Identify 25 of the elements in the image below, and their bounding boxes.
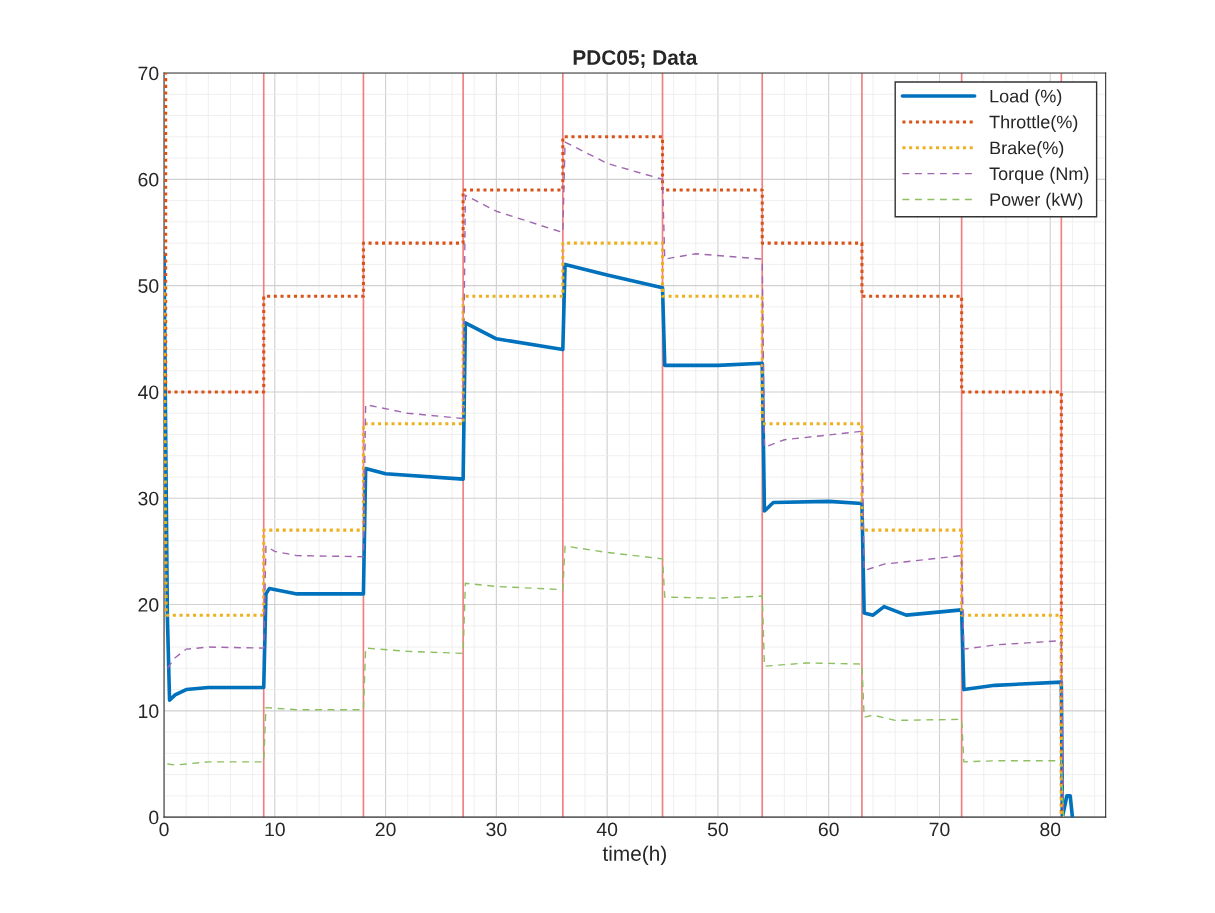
- x-tick-label: 0: [159, 822, 169, 837]
- x-axis-title: time(h): [602, 845, 666, 866]
- legend-label: Load (%): [990, 89, 1062, 107]
- y-tick-label: 50: [138, 279, 159, 293]
- y-tick-label: 0: [149, 810, 159, 825]
- x-tick-label: 70: [929, 822, 950, 837]
- y-tick-label: 70: [138, 66, 159, 81]
- legend-label: Throttle(%): [989, 115, 1078, 132]
- line-series: [166, 545, 1065, 818]
- legend-label: Torque (Nm): [989, 166, 1089, 184]
- x-tick-label: 30: [486, 822, 507, 837]
- x-tick-label: 50: [707, 822, 728, 837]
- x-tick-label: 40: [596, 822, 618, 837]
- x-tick-label: 60: [818, 822, 839, 837]
- y-tick-label: 10: [139, 704, 159, 719]
- y-tick-label: 60: [138, 172, 159, 187]
- x-tick-label: 10: [265, 822, 285, 837]
- legend-label: Power (kW): [990, 192, 1083, 210]
- chart-title: PDC05; Data: [573, 50, 698, 68]
- x-tick-label: 80: [1040, 822, 1061, 837]
- legend-label: Brake(%): [990, 141, 1064, 158]
- x-tick-label: 20: [375, 822, 396, 837]
- y-tick-label: 40: [137, 385, 159, 400]
- y-tick-label: 30: [138, 491, 159, 506]
- y-tick-label: 20: [138, 598, 159, 612]
